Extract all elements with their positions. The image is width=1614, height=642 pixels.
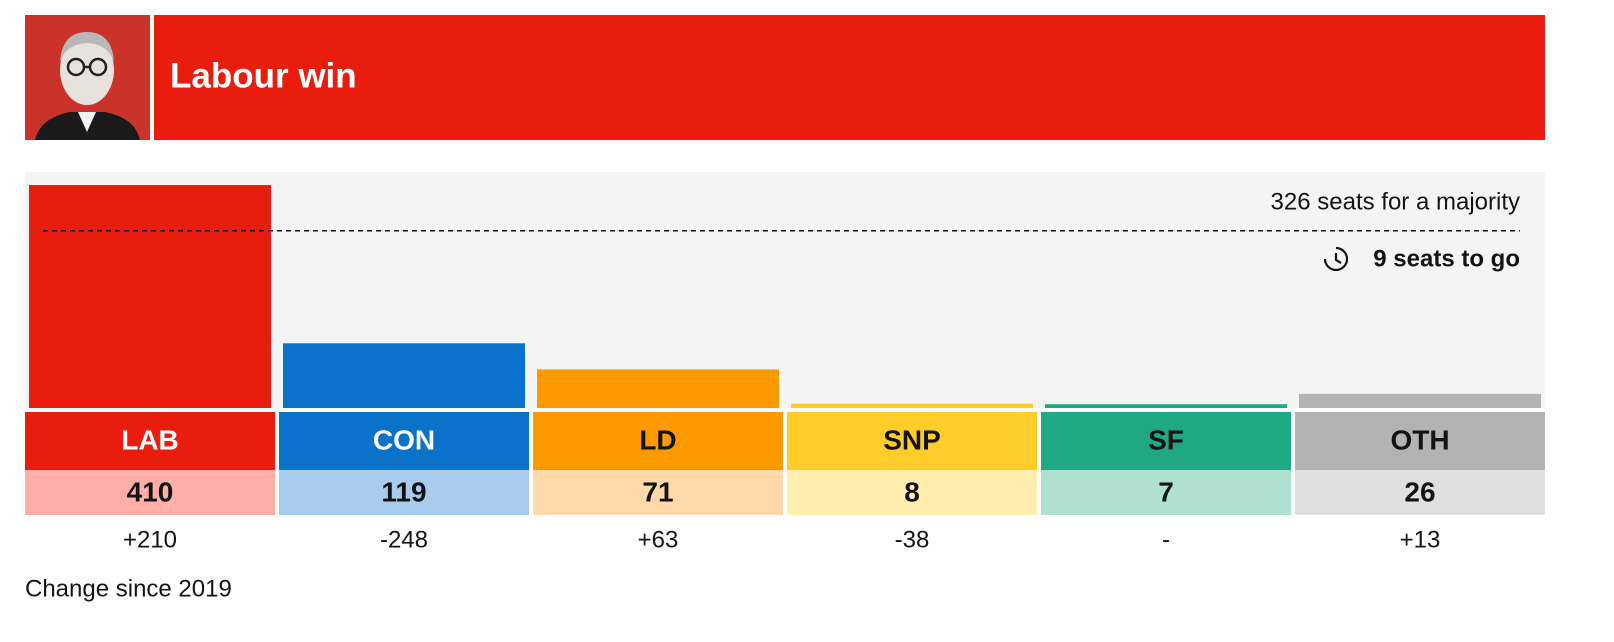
party-cell	[1295, 412, 1545, 470]
changes-note: Change since 2019	[25, 575, 232, 602]
title: Labour win	[170, 56, 357, 95]
party-cell	[787, 412, 1037, 470]
party-label: SNP	[883, 424, 941, 455]
bar	[791, 403, 1033, 408]
bar	[29, 185, 271, 408]
party-cell	[1041, 412, 1291, 470]
majority-label: 326 seats for a majority	[1271, 188, 1520, 215]
seats-cell	[25, 470, 275, 515]
party-cell	[279, 412, 529, 470]
bar	[537, 369, 779, 408]
seats-cell	[1295, 470, 1545, 515]
bar	[1045, 404, 1287, 408]
seat-change: -248	[380, 526, 428, 553]
party-label: OTH	[1390, 424, 1449, 455]
party-cell	[533, 412, 783, 470]
party-cell	[25, 412, 275, 470]
seat-change: +13	[1400, 526, 1441, 553]
seats-cell	[279, 470, 529, 515]
seats-value: 119	[381, 476, 426, 507]
seats-cell	[533, 470, 783, 515]
party-label: CON	[373, 424, 435, 455]
seats-value: 7	[1158, 476, 1174, 507]
bar	[283, 343, 525, 408]
party-label: LD	[639, 424, 676, 455]
seats-cell	[787, 470, 1037, 515]
seat-change: -	[1162, 526, 1170, 553]
header-band	[25, 15, 1545, 140]
plot-area	[25, 172, 1545, 408]
party-label: LAB	[121, 424, 179, 455]
portrait	[25, 15, 150, 140]
seats-value: 410	[127, 476, 174, 507]
header-divider	[150, 15, 154, 140]
seats-cell	[1041, 470, 1291, 515]
seats-value: 26	[1404, 476, 1435, 507]
clock-icon	[1323, 246, 1349, 272]
bar	[1299, 393, 1541, 408]
seats-value: 8	[904, 476, 920, 507]
seats-value: 71	[642, 476, 673, 507]
party-label: SF	[1148, 424, 1184, 455]
seats-to-go: 9 seats to go	[1373, 245, 1520, 272]
seat-change: +210	[123, 526, 177, 553]
seat-change: -38	[895, 526, 930, 553]
seat-change: +63	[638, 526, 679, 553]
